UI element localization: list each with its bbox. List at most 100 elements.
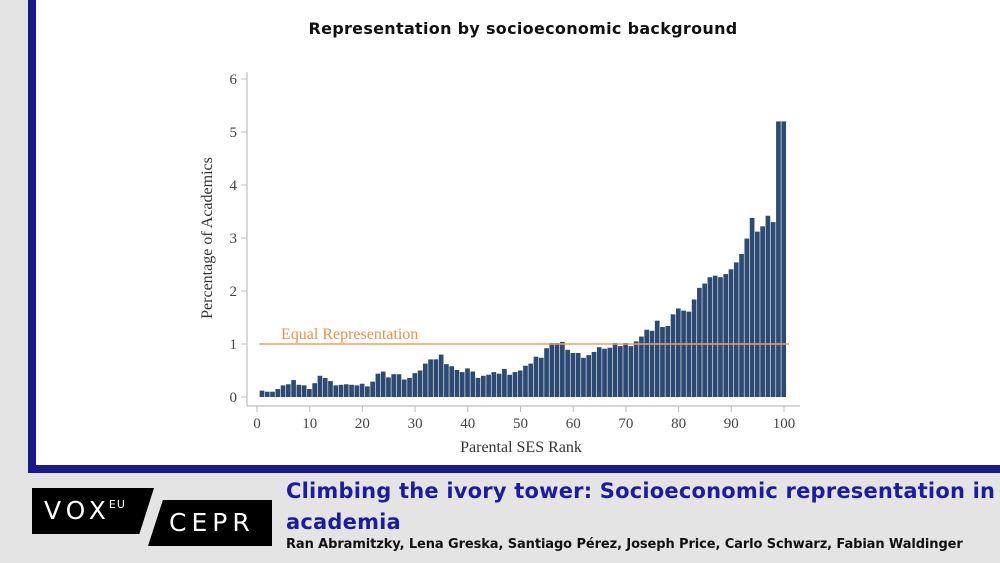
bar [581, 357, 586, 397]
y-tick-label: 1 [230, 337, 238, 353]
y-axis-ticks: 0 1 2 3 4 5 6 [230, 72, 247, 406]
bar [465, 368, 470, 397]
y-tick-label: 3 [230, 231, 238, 247]
y-tick-label: 4 [230, 178, 238, 194]
x-tick-label: 20 [355, 416, 370, 432]
bar [760, 226, 765, 397]
bar [602, 348, 607, 397]
bar [654, 320, 660, 397]
bar [670, 314, 676, 397]
bar [449, 366, 455, 397]
bar-chart: 0 1 2 3 4 5 6 0 10 20 30 40 50 60 70 80 90 100 Equal Rep… [199, 72, 800, 456]
bar [470, 371, 476, 397]
bar [697, 287, 702, 397]
bar [459, 372, 465, 397]
bar [517, 370, 523, 397]
bar [349, 384, 354, 397]
bar [375, 373, 381, 397]
bar [270, 391, 275, 397]
bar [633, 341, 639, 397]
bar [343, 384, 349, 397]
bar [285, 384, 291, 397]
bar [712, 275, 718, 397]
bar [612, 342, 618, 397]
bar [544, 348, 549, 397]
bar [586, 355, 592, 397]
bar [328, 381, 333, 397]
logo-eu-text: EU [108, 498, 126, 511]
bar [565, 349, 570, 397]
bar [512, 372, 518, 397]
bar [264, 391, 270, 397]
y-tick-label: 6 [230, 72, 238, 88]
bar [317, 375, 323, 397]
bar [423, 363, 428, 397]
bar [765, 215, 771, 397]
bar [718, 277, 723, 397]
article-title[interactable]: Climbing the ivory tower: Socioeconomic … [286, 479, 996, 534]
x-tick-label: 80 [671, 416, 686, 432]
bar [291, 380, 296, 397]
bar [733, 262, 739, 397]
bar [280, 385, 286, 397]
bar [596, 347, 602, 397]
x-axis-label: Parental SES Rank [460, 439, 582, 456]
bar [554, 342, 560, 397]
x-axis-ticks: 0 10 20 30 40 50 60 70 80 90 100 [253, 406, 795, 432]
bar [296, 384, 302, 397]
article-authors: Ran Abramitzky, Lena Greska, Santiago Pé… [286, 537, 963, 552]
bar [781, 121, 787, 398]
bar [723, 274, 729, 397]
equal-representation-label: Equal Representation [281, 326, 418, 343]
bar [770, 222, 776, 397]
bar [301, 385, 307, 397]
bar [744, 238, 750, 397]
bar [591, 351, 597, 397]
bar [660, 327, 665, 397]
logo-vox-text: VOX [44, 496, 111, 525]
y-tick-label: 2 [230, 284, 238, 300]
voxeu-logo[interactable]: VOXEU [32, 488, 154, 534]
bar [259, 390, 265, 397]
logo-cepr-text: CEPR [169, 508, 255, 537]
y-axis-label: Percentage of Academics [199, 157, 216, 319]
bar [639, 336, 644, 397]
bar [322, 377, 328, 397]
bar [275, 389, 281, 397]
bar [549, 342, 555, 397]
bar [739, 253, 744, 397]
bar [491, 372, 497, 397]
x-tick-label: 90 [724, 416, 739, 432]
chart-title: Representation by socioeconomic backgrou… [308, 19, 738, 38]
bar [370, 381, 375, 397]
bar [702, 283, 707, 397]
bar [707, 277, 713, 397]
x-tick-label: 60 [566, 416, 581, 432]
bar [665, 325, 671, 397]
bar [570, 353, 576, 397]
bar [507, 374, 512, 397]
x-tick-label: 40 [460, 416, 475, 432]
x-tick-label: 30 [408, 416, 423, 432]
bar [691, 299, 697, 397]
bar [417, 370, 423, 397]
bar [338, 384, 344, 397]
bar [502, 368, 507, 397]
bar [454, 369, 460, 397]
bar [396, 374, 402, 397]
bar [560, 341, 565, 397]
y-tick-label: 5 [230, 125, 238, 141]
bar-series [259, 121, 787, 398]
bar [649, 330, 655, 397]
cepr-logo[interactable]: CEPR [148, 500, 272, 546]
bar [538, 357, 544, 397]
x-tick-label: 70 [618, 416, 633, 432]
y-tick-label: 0 [230, 390, 238, 406]
bar [480, 375, 486, 397]
bar [438, 354, 444, 397]
x-tick-label: 100 [773, 416, 796, 432]
bar [312, 383, 318, 397]
x-tick-label: 10 [302, 416, 317, 432]
bar [749, 217, 755, 397]
bar [755, 231, 760, 397]
